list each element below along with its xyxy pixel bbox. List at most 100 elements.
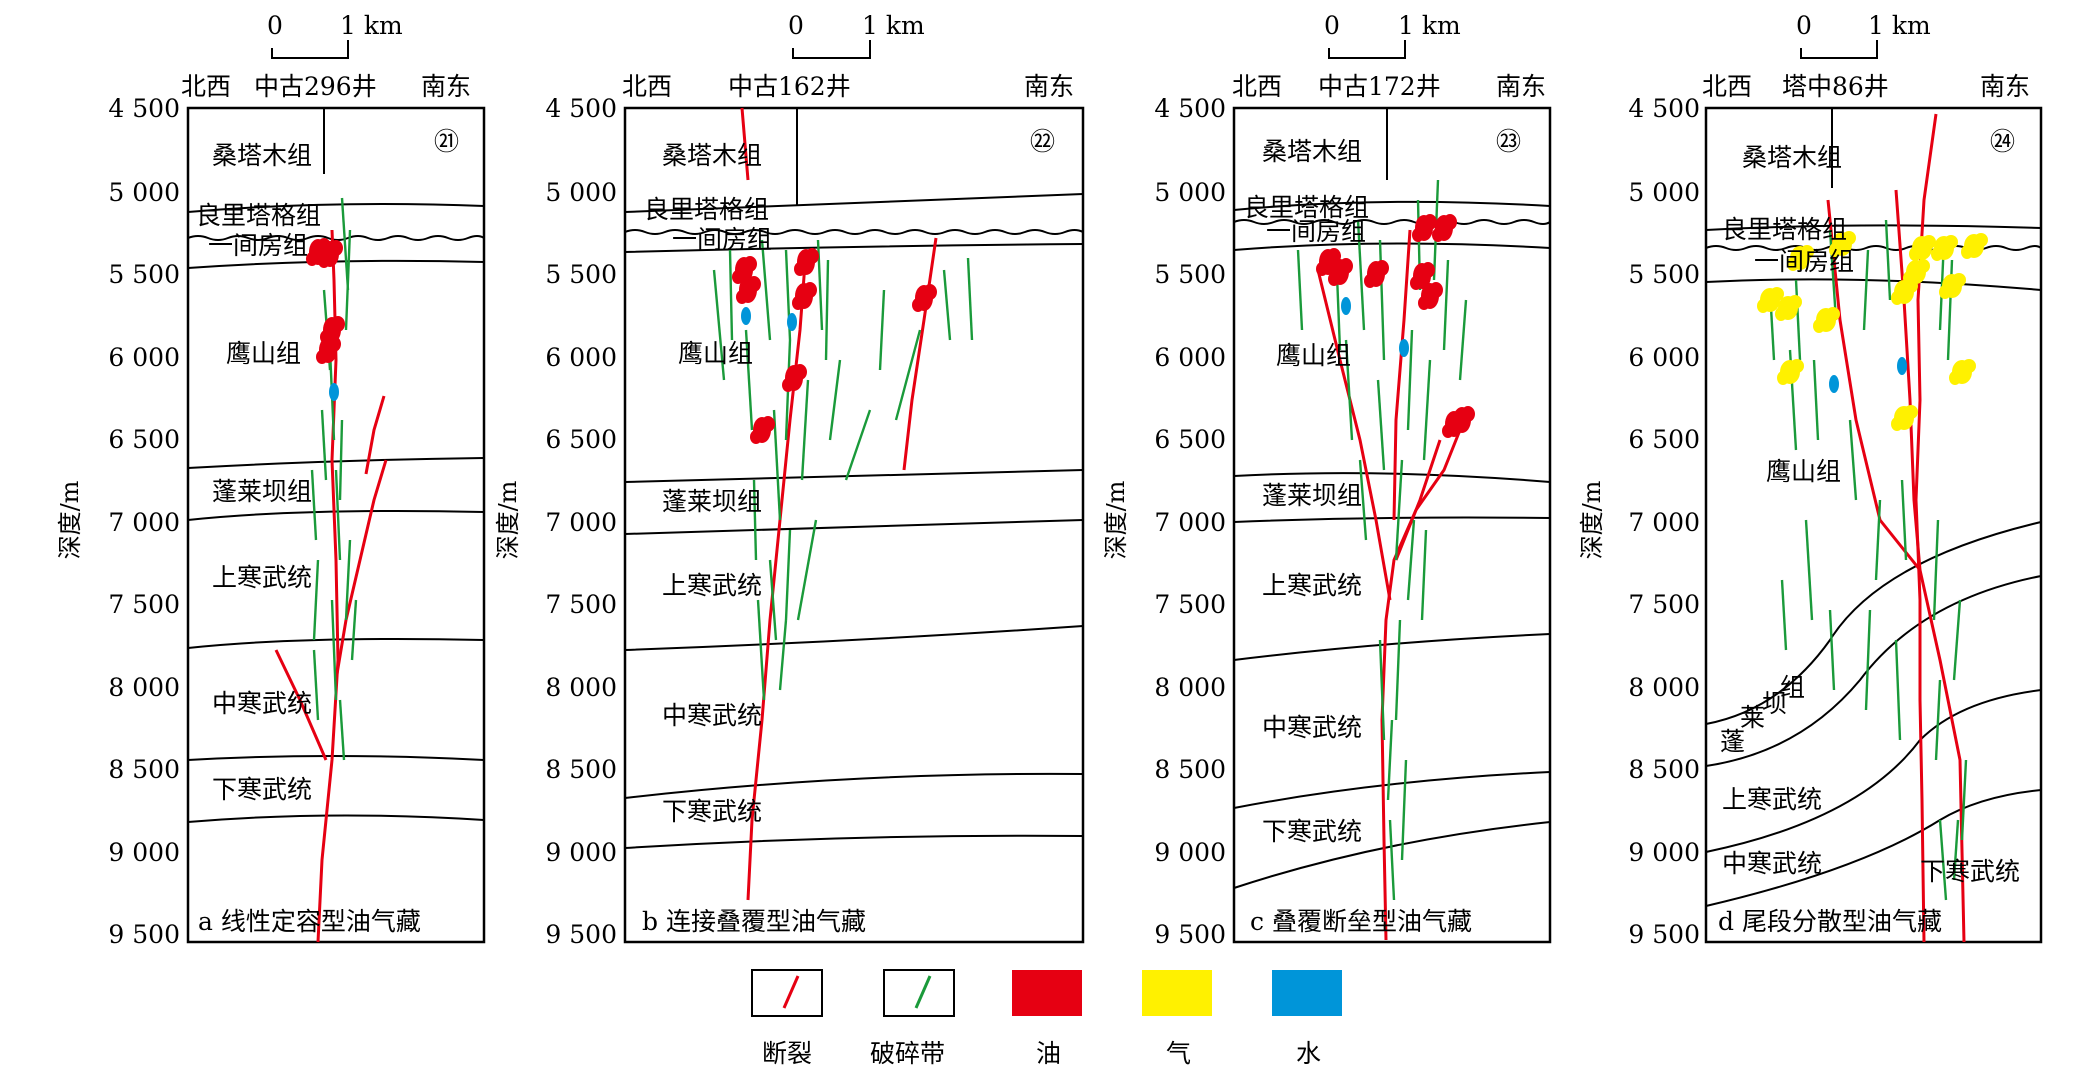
svg-text:上寒武统: 上寒武统	[662, 571, 762, 600]
svg-text:7 000: 7 000	[1628, 508, 1700, 537]
svg-text:下寒武统: 下寒武统	[662, 797, 762, 826]
svg-text:深度/m: 深度/m	[494, 480, 522, 559]
svg-text:6 500: 6 500	[108, 425, 180, 454]
svg-text:9 500: 9 500	[545, 920, 617, 949]
svg-text:良里塔格组: 良里塔格组	[644, 195, 769, 224]
svg-text:桑塔木组: 桑塔木组	[1262, 137, 1362, 166]
svg-text:蓬: 蓬	[1720, 727, 1745, 756]
svg-text:6 000: 6 000	[1154, 343, 1226, 372]
legend: 断裂 破碎带 油 气 水	[751, 969, 1342, 1068]
svg-text:8 000: 8 000	[1628, 673, 1700, 702]
svg-text:8 000: 8 000	[1154, 673, 1226, 702]
svg-text:6 500: 6 500	[1154, 425, 1226, 454]
svg-text:7 000: 7 000	[1154, 508, 1226, 537]
svg-text:组: 组	[1780, 673, 1805, 702]
formation-label: 上寒武统	[212, 563, 312, 592]
svg-text:蓬莱坝组: 蓬莱坝组	[1262, 481, 1362, 510]
svg-text:水: 水	[1296, 1039, 1321, 1068]
svg-text:7 500: 7 500	[1628, 590, 1700, 619]
svg-text:油: 油	[1036, 1039, 1061, 1068]
svg-text:北西: 北西	[622, 72, 672, 101]
svg-text:鹰山组: 鹰山组	[1276, 341, 1351, 370]
svg-text:鹰山组: 鹰山组	[1766, 457, 1841, 486]
red-line-icon	[782, 975, 800, 1009]
svg-text:9 000: 9 000	[1628, 838, 1700, 867]
svg-text:4 500: 4 500	[108, 94, 180, 123]
legend-fracture-zone: 破碎带	[870, 969, 955, 1068]
nw-label: 北西	[181, 72, 231, 101]
scale-bar: 0 1 km	[788, 11, 925, 59]
water-blob	[329, 383, 339, 401]
svg-text:坝: 坝	[1762, 689, 1787, 718]
svg-text:一间房组: 一间房组	[1266, 217, 1366, 246]
svg-text:9 500: 9 500	[1154, 920, 1226, 949]
svg-text:5 500: 5 500	[108, 260, 180, 289]
panel-b: 0 1 km 北西 中古162井 南东 4 500 5 000 5 500 6 …	[494, 11, 1085, 949]
svg-text:5 500: 5 500	[545, 260, 617, 289]
svg-text:下寒武统: 下寒武统	[1262, 817, 1362, 846]
formation-label: 桑塔木组	[212, 141, 312, 170]
formation-label: 中寒武统	[212, 689, 312, 718]
svg-text:7 000: 7 000	[545, 508, 617, 537]
svg-text:d 尾段分散型油气藏: d 尾段分散型油气藏	[1718, 907, 1942, 936]
depth-axis-label: 深度/m	[56, 480, 84, 559]
svg-text:桑塔木组: 桑塔木组	[662, 141, 762, 170]
svg-text:8 500: 8 500	[1628, 755, 1700, 784]
svg-text:8 000: 8 000	[545, 673, 617, 702]
formation-label: 良里塔格组	[196, 201, 321, 230]
legend-gas: 气	[1142, 970, 1212, 1068]
svg-text:上寒武统: 上寒武统	[1722, 785, 1822, 814]
svg-text:6 000: 6 000	[1628, 343, 1700, 372]
depth-axis: 4 500 5 000 5 500 6 000 6 500 7 000 7 50…	[1578, 94, 1700, 949]
svg-text:莱: 莱	[1740, 703, 1765, 732]
svg-text:中寒武统: 中寒武统	[662, 701, 762, 730]
svg-text:5 000: 5 000	[1628, 178, 1700, 207]
svg-text:8 000: 8 000	[108, 673, 180, 702]
svg-text:5 000: 5 000	[545, 178, 617, 207]
svg-text:9 000: 9 000	[1154, 838, 1226, 867]
svg-text:蓬莱坝组: 蓬莱坝组	[662, 487, 762, 516]
svg-text:7 500: 7 500	[1154, 590, 1226, 619]
svg-text:㉔: ㉔	[1990, 127, 2015, 156]
svg-text:深度/m: 深度/m	[1102, 480, 1130, 559]
svg-text:桑塔木组: 桑塔木组	[1742, 143, 1842, 172]
svg-text:9 500: 9 500	[108, 920, 180, 949]
svg-text:7 000: 7 000	[108, 508, 180, 537]
svg-text:b 连接叠覆型油气藏: b 连接叠覆型油气藏	[642, 907, 866, 936]
green-line-icon	[914, 975, 932, 1009]
svg-text:1 km: 1 km	[862, 11, 925, 40]
svg-text:气: 气	[1166, 1039, 1191, 1068]
svg-text:破碎带: 破碎带	[870, 1039, 945, 1068]
svg-text:深度/m: 深度/m	[1578, 480, 1606, 559]
svg-text:0: 0	[1324, 11, 1340, 40]
legend-fault: 断裂	[751, 969, 823, 1068]
svg-text:中古172井: 中古172井	[1318, 72, 1441, 101]
svg-text:南东: 南东	[1024, 72, 1074, 101]
svg-text:7 500: 7 500	[545, 590, 617, 619]
svg-text:9 500: 9 500	[1628, 920, 1700, 949]
svg-text:5 000: 5 000	[1154, 178, 1226, 207]
svg-text:0: 0	[788, 11, 804, 40]
svg-text:鹰山组: 鹰山组	[678, 339, 753, 368]
svg-text:中寒武统: 中寒武统	[1262, 713, 1362, 742]
well-label: 中古296井	[254, 72, 377, 101]
svg-text:5 000: 5 000	[108, 178, 180, 207]
svg-text:9 000: 9 000	[108, 838, 180, 867]
panel-a: 0 1 km 北西 中古296井 南东 4 500 5 000 5 500 6 …	[56, 11, 486, 949]
svg-text:中古162井: 中古162井	[728, 72, 851, 101]
svg-text:南东: 南东	[1980, 72, 2030, 101]
formation-label: 一间房组	[208, 231, 308, 260]
scale-bar: 0 1 km	[267, 11, 403, 59]
svg-text:下寒武统: 下寒武统	[1920, 857, 2020, 886]
formation-label: 下寒武统	[212, 775, 312, 804]
scale-zero: 0	[267, 11, 283, 40]
svg-text:良里塔格组: 良里塔格组	[1244, 193, 1369, 222]
svg-text:上寒武统: 上寒武统	[1262, 571, 1362, 600]
svg-text:北西: 北西	[1702, 72, 1752, 101]
depth-axis: 4 500 5 000 5 500 6 000 6 500 7 000 7 50…	[1102, 94, 1226, 949]
scale-bar: 0 1 km	[1796, 11, 1931, 59]
panel-c: 0 1 km 北西 中古172井 南东 4 500 5 000 5 500 6 …	[1102, 11, 1552, 949]
svg-text:4 500: 4 500	[1628, 94, 1700, 123]
svg-text:1 km: 1 km	[1398, 11, 1461, 40]
